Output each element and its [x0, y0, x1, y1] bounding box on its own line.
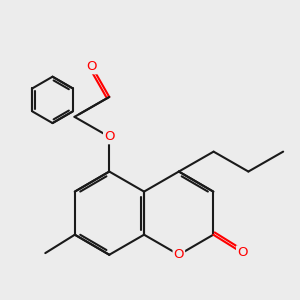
Text: O: O [174, 248, 184, 261]
Text: O: O [87, 60, 97, 73]
Text: O: O [104, 130, 115, 143]
Text: O: O [237, 246, 247, 259]
